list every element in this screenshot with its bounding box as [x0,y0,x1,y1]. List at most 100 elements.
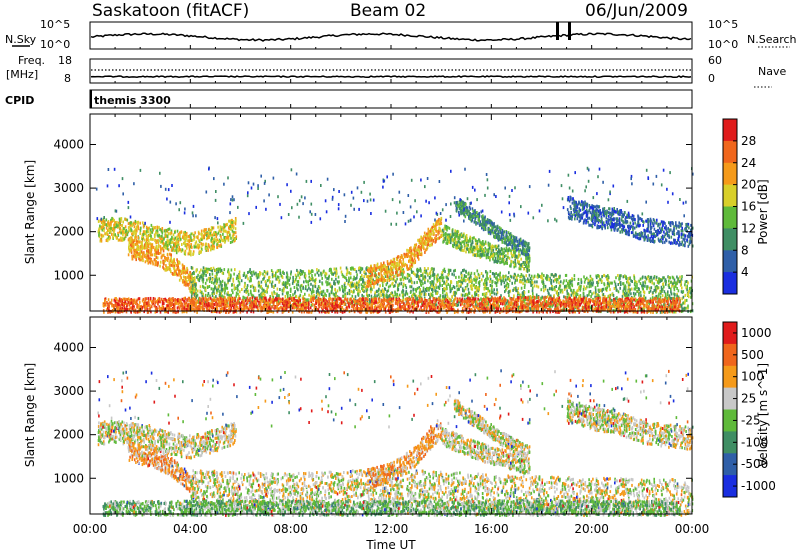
power-data-point [120,218,122,222]
power-data-point [430,293,433,297]
power-data-point [480,272,483,275]
power-data-point [350,267,352,271]
power-data-point [622,282,624,286]
power-data-point [542,285,545,289]
nsky-trace [90,32,692,42]
power-data-point [187,239,189,243]
power-data-point [101,235,103,239]
power-data-point [147,243,149,247]
freq-label-1: Freq. [18,54,45,67]
power-data-point [135,258,137,262]
power-data-point [622,275,625,279]
power-data-point [239,290,241,294]
power-data-point [482,242,485,246]
power-data-point [165,268,168,272]
power-data-point [523,286,526,289]
station-title: Saskatoon (fitACF) [92,1,249,21]
power-data-point [196,245,199,249]
power-data-point [278,294,280,297]
power-data-point [142,259,144,263]
power-data-point [576,289,578,293]
power-data-point [205,228,207,231]
power-data-point [147,261,150,265]
power-data-point [685,298,688,302]
power-data-point [159,264,161,268]
power-data-point [206,231,208,235]
power-data-point [614,282,617,286]
power-data-point [119,227,122,230]
power-data-point [604,287,607,291]
power-data-point [131,254,133,258]
power-data-point [162,265,164,269]
power-data-point [238,270,241,274]
power-data-point [190,243,192,246]
power-data-point [243,285,246,289]
power-data-point [176,245,178,249]
power-data-point [433,286,435,290]
power-data-point [547,291,550,295]
power-data-point [167,228,169,231]
power-data-point [171,240,174,244]
power-data-point [458,287,460,291]
power-data-point [391,293,394,297]
power-data-point [249,268,251,272]
power-data-point [149,257,152,261]
power-data-point [188,278,190,282]
power-data-point [180,230,183,234]
power-data-point [507,285,510,289]
power-data-point [504,249,507,253]
power-data-point [467,243,469,247]
power-data-point [209,231,211,235]
power-data-point [584,278,587,281]
power-data-point [108,237,111,241]
power-data-point [140,250,143,254]
power-data-point [607,281,609,285]
power-data-point [330,271,332,274]
power-data-point [212,290,214,294]
power-data-point [202,284,204,288]
power-data-point [485,286,488,290]
power-data-point [123,227,125,230]
power-data-point [173,270,176,274]
power-data-point [131,232,133,236]
power-data-point [125,230,127,234]
power-data-point [227,235,230,239]
power-data-point [148,226,150,230]
power-data-point [544,287,547,291]
power-data-point [152,237,154,241]
power-data-point [321,276,323,280]
power-data-point [493,292,496,296]
power-data-point [644,284,646,288]
power-data-point [368,298,371,301]
power-data-point [223,268,226,272]
power-data-point [372,282,374,285]
power-data-point [170,263,173,267]
power-data-point [160,229,163,233]
power-data-point [391,282,393,286]
power-data-point [192,252,195,255]
power-data-point [130,247,132,250]
power-data-point [214,269,217,272]
power-data-point [596,283,599,287]
power-data-point [349,272,352,275]
power-data-point [177,267,180,271]
power-data-point [527,290,530,294]
power-data-point [105,239,108,242]
power-data-point [203,234,205,238]
power-data-point [262,272,264,276]
power-data-point [550,287,553,291]
power-data-point [174,272,176,276]
power-data-point [475,280,477,284]
power-data-point [127,238,130,242]
power-data-point [128,249,131,253]
power-data-point [461,248,464,252]
freq-right-tick-top: 60 [708,54,722,67]
power-data-point [134,222,137,226]
power-data-point [484,246,486,250]
power-data-point [129,223,132,227]
power-data-point [141,246,143,250]
power-data-point [182,235,184,239]
power-data-point [164,243,166,247]
power-data-point [396,264,399,268]
power-data-point [230,221,232,225]
